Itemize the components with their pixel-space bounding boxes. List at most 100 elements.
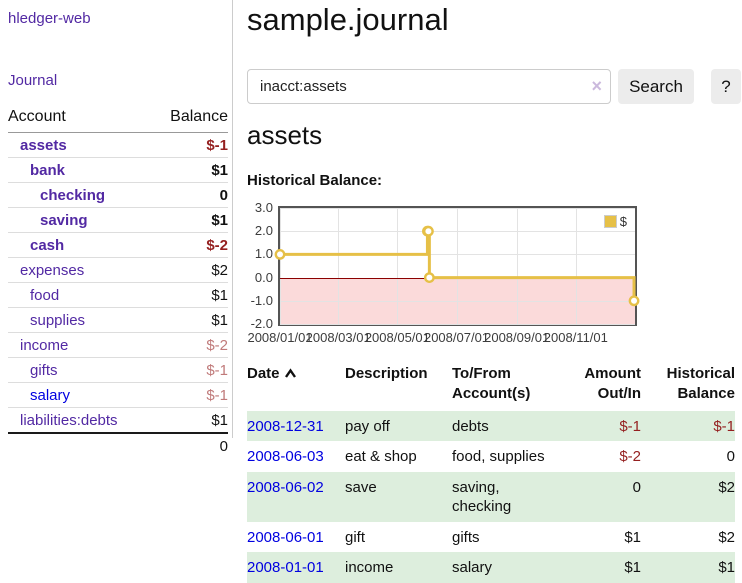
balance-series <box>274 225 640 307</box>
data-point-marker <box>628 295 640 307</box>
y-axis-tick-label: 0.0 <box>254 269 273 285</box>
accounts-table-header: Account Balance <box>8 104 228 133</box>
account-row: bank $1 <box>8 158 228 183</box>
account-link[interactable]: expenses <box>20 262 85 279</box>
account-balance: $1 <box>211 287 228 304</box>
account-row: food $1 <box>8 283 228 308</box>
account-column-header: Account <box>8 108 66 125</box>
y-axis-tick-label: 2.0 <box>254 223 273 239</box>
data-point-marker <box>423 225 434 237</box>
transaction-description: income <box>345 559 394 576</box>
transaction-accounts: food, supplies <box>452 448 545 465</box>
transaction-accounts: saving, checking <box>452 478 512 516</box>
transaction-row: 2008-12-31 pay off debts $-1 $-1 <box>247 410 735 441</box>
sort-ascending-icon <box>284 368 296 378</box>
transaction-description: gift <box>345 528 366 546</box>
date-column-header[interactable]: Date <box>247 360 345 411</box>
transaction-balance: $1 <box>718 559 735 576</box>
account-link[interactable]: food <box>30 287 60 304</box>
account-row: checking 0 <box>8 183 228 208</box>
account-link[interactable]: salary <box>30 387 71 404</box>
sidebar-item-journal[interactable]: Journal <box>8 72 58 89</box>
search-button[interactable]: Search <box>618 69 694 104</box>
gridline <box>338 208 340 324</box>
accounts-table: Account Balance assets $-1 bank $1 checking 0… <box>8 104 228 459</box>
account-balance: $-2 <box>206 237 228 254</box>
x-axis-tick-label: 2008/09/01 <box>484 330 550 345</box>
transaction-amount: $1 <box>624 528 641 546</box>
account-balance: $1 <box>211 312 228 329</box>
account-balance: $1 <box>211 212 228 229</box>
main-content: sample.journal × Search ? assets Histori… <box>247 0 742 583</box>
account-link[interactable]: income <box>20 337 69 354</box>
transaction-date-link[interactable]: 2008-12-31 <box>247 417 324 435</box>
account-link[interactable]: saving <box>40 212 88 229</box>
amount-column-header: Amount Out/In <box>584 365 641 403</box>
transaction-date-link[interactable]: 2008-06-03 <box>247 448 324 465</box>
transaction-amount: 0 <box>632 478 641 496</box>
series-line <box>280 229 636 301</box>
transaction-description: save <box>345 478 377 496</box>
account-balance: $-2 <box>206 337 228 354</box>
transaction-date-link[interactable]: 2008-06-02 <box>247 478 324 496</box>
description-column-header: Description <box>345 365 428 382</box>
gridline <box>280 254 635 256</box>
transaction-accounts: debts <box>452 417 489 435</box>
search-bar: × Search ? <box>247 69 742 104</box>
account-balance: $-1 <box>206 137 228 154</box>
account-row: gifts $-1 <box>8 358 228 383</box>
account-link[interactable]: cash <box>30 237 65 254</box>
account-balance: $-1 <box>206 387 228 404</box>
y-axis-tick-label: -2.0 <box>250 316 273 331</box>
account-row: liabilities:debts $1 <box>8 408 228 432</box>
account-balance: $1 <box>211 412 228 429</box>
x-axis-tick-label: 2008/07/01 <box>423 330 490 345</box>
x-axis-tick-label: 2008/01/01 <box>247 330 313 345</box>
clear-search-icon[interactable]: × <box>591 76 602 96</box>
transaction-date-link[interactable]: 2008-01-01 <box>247 559 324 576</box>
account-row: saving $1 <box>8 208 228 233</box>
gridline <box>280 208 281 324</box>
transaction-date-link[interactable]: 2008-06-01 <box>247 528 324 546</box>
transaction-amount: $1 <box>624 559 641 576</box>
transaction-balance: 0 <box>726 448 735 465</box>
account-link[interactable]: gifts <box>30 362 58 379</box>
gridline <box>516 208 518 324</box>
account-row: expenses $2 <box>8 258 228 283</box>
account-link[interactable]: liabilities:debts <box>20 412 118 429</box>
transaction-description: pay off <box>345 417 390 435</box>
register-header-row: Date Description To/From Account(s) Amou… <box>247 360 735 411</box>
account-link[interactable]: supplies <box>30 312 86 329</box>
account-link[interactable]: bank <box>30 162 66 179</box>
transaction-description: eat & shop <box>345 448 417 465</box>
y-axis-tick-label: -1.0 <box>250 292 273 308</box>
sidebar: hledger-web Journal Account Balance asse… <box>0 0 233 455</box>
transaction-row: 2008-06-03 eat & shop food, supplies $-2 0 <box>247 441 735 472</box>
date-header-label: Date <box>247 365 280 382</box>
x-axis-tick-label: 2008/05/01 <box>364 330 430 345</box>
transaction-amount: $-2 <box>619 448 641 465</box>
account-link[interactable]: assets <box>20 137 67 154</box>
transaction-accounts: salary <box>452 559 493 576</box>
x-axis-tick-label: 2008/11/01 <box>543 330 608 345</box>
transaction-amount: $-1 <box>619 417 641 435</box>
transaction-row: 2008-06-02 save saving, checking 0 $2 <box>247 471 735 522</box>
account-heading: assets <box>247 120 323 150</box>
accounts-column-header: To/From Account(s) <box>452 365 531 403</box>
search-input[interactable] <box>247 69 611 104</box>
data-point-marker <box>423 272 435 284</box>
accounts-total-row: 0 <box>8 432 228 459</box>
gridline <box>456 208 458 324</box>
help-button[interactable]: ? <box>711 69 741 104</box>
gridline <box>280 300 635 302</box>
data-point-marker <box>274 249 286 260</box>
gridline <box>280 208 635 209</box>
page-title: sample.journal <box>247 2 449 37</box>
app-brand-link[interactable]: hledger-web <box>8 10 91 27</box>
account-row: assets $-1 <box>8 133 228 158</box>
legend-label: $ <box>619 214 627 229</box>
account-balance: $-1 <box>206 362 228 379</box>
chart-plot-area: $ <box>274 206 640 326</box>
y-axis-tick-label: 3.0 <box>254 200 273 215</box>
account-link[interactable]: checking <box>40 187 106 204</box>
